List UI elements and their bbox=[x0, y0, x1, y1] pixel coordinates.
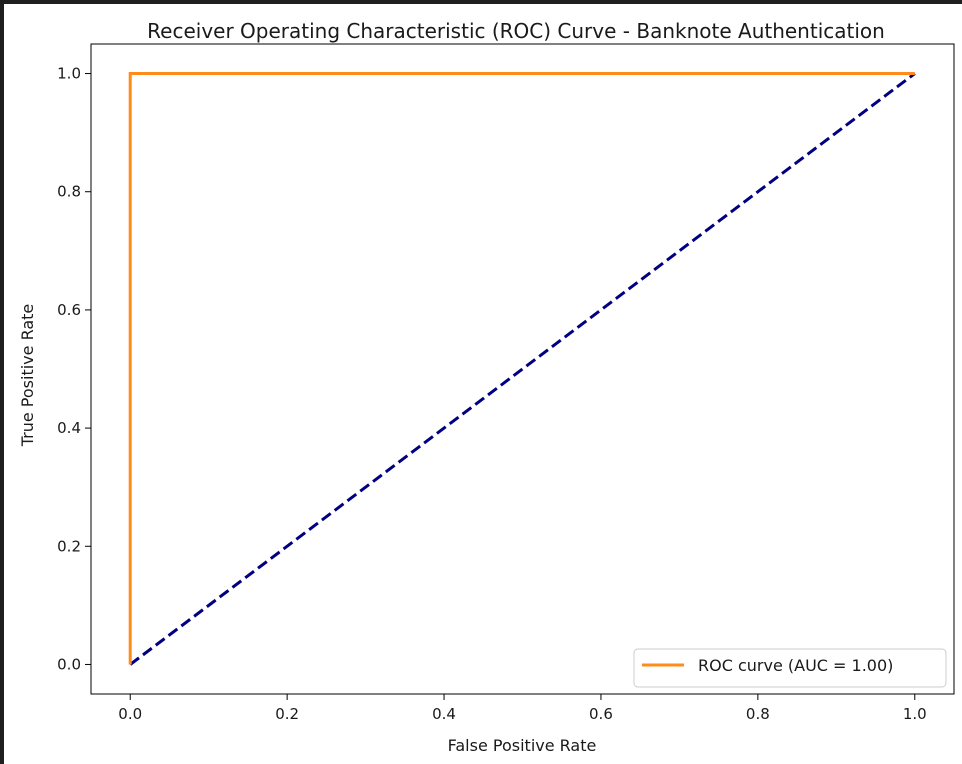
x-tick-label: 0.2 bbox=[275, 705, 299, 723]
legend: ROC curve (AUC = 1.00) bbox=[633, 648, 947, 688]
y-axis-ticks: 0.0 0.2 0.4 0.6 0.8 1.0 bbox=[57, 65, 91, 673]
x-tick-label: 0.4 bbox=[432, 705, 456, 723]
legend-box bbox=[633, 648, 947, 688]
y-tick-label: 0.4 bbox=[57, 419, 81, 437]
roc-chart: Receiver Operating Characteristic (ROC) … bbox=[18, 19, 955, 755]
series-layer bbox=[128, 72, 916, 666]
x-tick-label: 0.8 bbox=[746, 705, 770, 723]
chart-title: Receiver Operating Characteristic (ROC) … bbox=[147, 19, 885, 43]
y-tick-label: 1.0 bbox=[57, 65, 81, 83]
y-tick-label: 0.8 bbox=[57, 183, 81, 201]
x-tick-label: 0.6 bbox=[589, 705, 613, 723]
roc-curve-line bbox=[128, 72, 915, 665]
y-axis-label: True Positive Rate bbox=[18, 304, 37, 448]
legend-label-roc-curve: ROC curve (AUC = 1.00) bbox=[698, 656, 893, 675]
chart-figure: Receiver Operating Characteristic (ROC) … bbox=[4, 4, 962, 764]
y-tick-label: 0.0 bbox=[57, 655, 81, 673]
x-tick-label: 0.0 bbox=[118, 705, 142, 723]
y-tick-label: 0.2 bbox=[57, 537, 81, 555]
y-tick-label: 0.6 bbox=[57, 301, 81, 319]
x-axis-ticks: 0.0 0.2 0.4 0.6 0.8 1.0 bbox=[118, 694, 927, 723]
x-axis-label: False Positive Rate bbox=[448, 736, 597, 755]
chance-diagonal-line bbox=[129, 72, 916, 666]
x-tick-label: 1.0 bbox=[903, 705, 927, 723]
